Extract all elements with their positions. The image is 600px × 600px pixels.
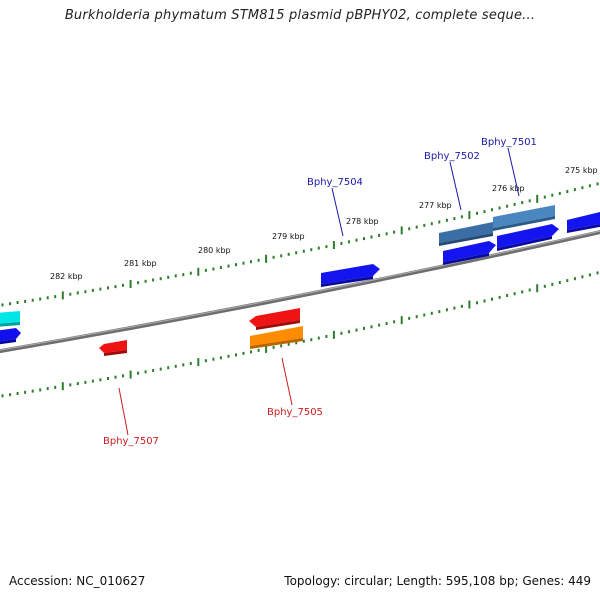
gene-label-bphy-7504[interactable]: Bphy_7504 [307, 177, 363, 188]
gene-label-bphy-7507[interactable]: Bphy_7507 [103, 436, 159, 447]
tick-label-282: 282 kbp [50, 272, 83, 281]
label-leaders [118, 147, 520, 436]
tick-labels: 282 kbp 281 kbp 280 kbp 279 kbp 278 kbp … [50, 166, 598, 281]
gene-left-edge-cyan[interactable] [0, 311, 20, 327]
gene-bphy-7507[interactable] [99, 340, 127, 356]
backbone-arc [0, 230, 600, 354]
tick-label-279: 279 kbp [272, 232, 305, 241]
gene-bphy-7501[interactable] [497, 224, 559, 251]
topology-text: Topology: circular; Length: 595,108 bp; … [284, 574, 591, 588]
gene-bphy-7505[interactable] [249, 308, 300, 330]
gene-bphy-7502-upper[interactable] [439, 222, 493, 246]
accession-text: Accession: NC_010627 [9, 574, 146, 588]
gene-left-edge-blue[interactable] [0, 328, 21, 345]
tick-label-278: 278 kbp [346, 217, 379, 226]
tick-label-275: 275 kbp [565, 166, 598, 175]
upper-tick-row [1, 182, 599, 307]
gene-right-edge-blue[interactable] [567, 212, 600, 233]
gene-bphy-7501-upper[interactable] [493, 205, 555, 231]
gene-label-bphy-7505[interactable]: Bphy_7505 [267, 407, 323, 418]
tick-label-281: 281 kbp [124, 259, 157, 268]
tick-label-277: 277 kbp [419, 201, 452, 210]
map-title: Burkholderia phymatum STM815 plasmid pBP… [64, 8, 536, 23]
lower-tick-row [1, 271, 599, 398]
gene-label-bphy-7501[interactable]: Bphy_7501 [481, 137, 537, 148]
gene-label-bphy-7502[interactable]: Bphy_7502 [424, 151, 480, 162]
tick-label-280: 280 kbp [198, 246, 231, 255]
gene-bphy-7504[interactable] [321, 264, 380, 287]
gene-bphy-7502[interactable] [443, 241, 496, 265]
tick-label-276: 276 kbp [492, 184, 525, 193]
gene-bphy-7505-orange[interactable] [250, 326, 303, 349]
backbone-highlight [0, 230, 600, 351]
